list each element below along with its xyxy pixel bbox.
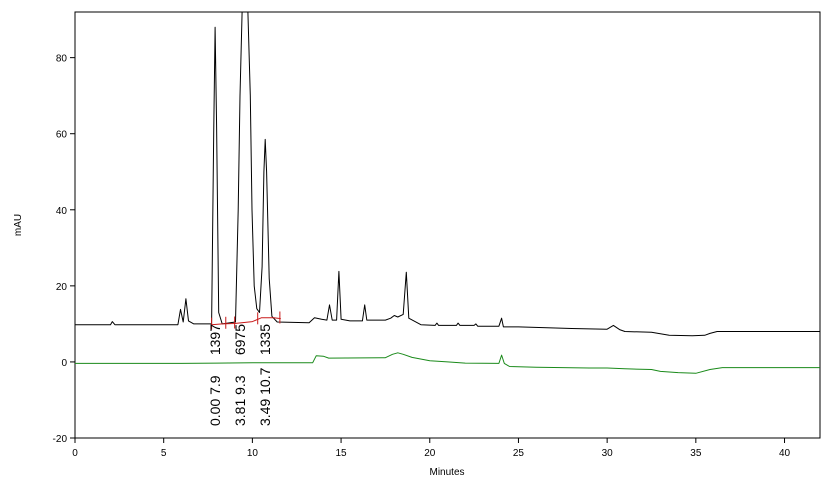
y-axis-title: mAU [13, 214, 24, 236]
peak-label-area: 1335 [257, 324, 273, 355]
x-tick-label: 35 [690, 448, 702, 459]
x-tick-label: 5 [161, 448, 167, 459]
peak-label-area: 6975 [232, 324, 248, 355]
peak-label-area: 1397 [207, 324, 223, 355]
peak-label-retention: 0.00 7.9 [207, 375, 223, 426]
y-tick-label: 80 [56, 54, 68, 65]
y-tick-label: 60 [56, 130, 68, 141]
plot-area-frame [74, 11, 821, 439]
y-tick-label: 0 [61, 358, 67, 369]
x-tick-label: 25 [513, 448, 525, 459]
x-tick-label: 15 [336, 448, 348, 459]
x-tick-label: 40 [779, 448, 791, 459]
peak-label-retention: 3.49 10.7 [257, 367, 273, 426]
x-tick-label: 10 [247, 448, 259, 459]
x-axis-title: Minutes [429, 467, 464, 478]
y-tick-label: 40 [56, 206, 68, 217]
x-tick-label: 30 [602, 448, 614, 459]
series-line-1 [75, 12, 820, 337]
y-tick-label: 20 [56, 282, 68, 293]
x-tick-label: 20 [424, 448, 436, 459]
series-line-2 [75, 352, 820, 374]
series-line-3 [211, 317, 281, 326]
x-tick-label: 0 [72, 448, 78, 459]
y-tick-label: -20 [53, 434, 68, 445]
peak-label-retention: 3.81 9.3 [232, 375, 248, 426]
